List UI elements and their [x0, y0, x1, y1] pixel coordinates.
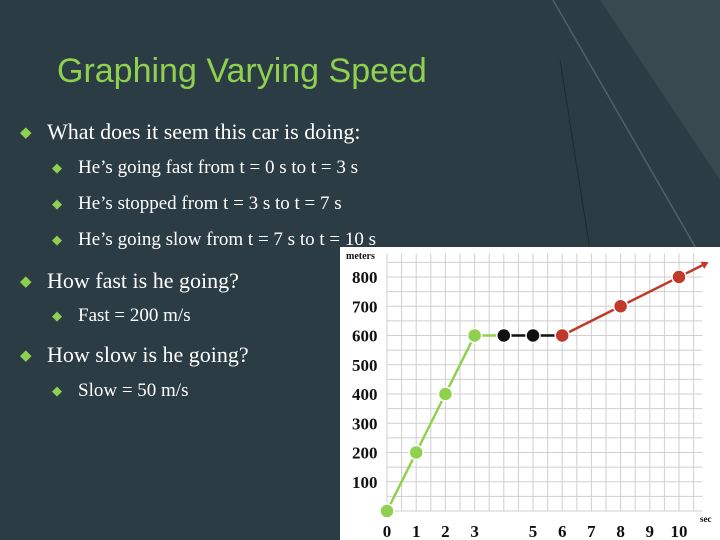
diamond-bullet-icon: ◆	[20, 274, 32, 290]
series-line	[444, 334, 476, 395]
x-axis-label: sec	[700, 514, 712, 524]
bullet-text: He’s going slow from t = 7 s to t = 10 s	[78, 229, 376, 250]
data-point	[554, 327, 570, 344]
data-point	[612, 298, 629, 314]
arrow-head-icon	[700, 261, 709, 269]
data-point	[379, 503, 395, 519]
data-point	[408, 444, 424, 461]
y-tick-label: 400	[352, 385, 378, 404]
bullet-item: ◆ How slow is he going?	[20, 342, 249, 368]
x-tick-label: 0	[383, 522, 392, 540]
x-tick-label: 9	[646, 522, 655, 540]
bullet-text: What does it seem this car is doing:	[47, 119, 361, 144]
x-tick-label: 7	[587, 522, 596, 540]
data-point	[466, 327, 483, 344]
bullet-item: ◆ He’s going slow from t = 7 s to t = 10 …	[52, 229, 376, 251]
series-line	[415, 393, 447, 454]
chart-panel: 100 200 300 400 500 600 700 800 0 1 2 3 5 6 7 8 9 10 meter…	[340, 247, 720, 540]
data-point	[496, 327, 512, 344]
x-tick-label: 6	[558, 522, 567, 540]
chart-labels: 100 200 300 400 500 600 700 800 0 1 2 3 5 6 7 8 9 10 meter…	[346, 251, 712, 540]
diamond-bullet-icon: ◆	[52, 308, 62, 323]
diamond-bullet-icon: ◆	[20, 125, 32, 141]
bullet-text: Slow = 50 m/s	[78, 380, 189, 401]
x-tick-label: 1	[412, 522, 421, 540]
diamond-bullet-icon: ◆	[20, 348, 32, 364]
chart-grid	[386, 253, 703, 512]
bullet-item: ◆ He’s going fast from t = 0 s to t = 3 s	[52, 157, 359, 179]
bullet-item: ◆ He’s stopped from t = 3 s to t = 7 s	[52, 193, 342, 215]
data-point	[437, 386, 454, 402]
bullet-text: How slow is he going?	[47, 342, 249, 367]
x-tick-label: 8	[616, 522, 625, 540]
series-line	[561, 305, 622, 337]
bullet-item: ◆ What does it seem this car is doing:	[20, 119, 361, 145]
bullet-item: ◆ How fast is he going?	[20, 268, 239, 294]
data-point	[525, 327, 541, 344]
y-tick-label: 300	[352, 414, 378, 433]
bullet-item: ◆ Fast = 200 m/s	[52, 305, 191, 327]
bullet-item: ◆ Slow = 50 m/s	[52, 380, 189, 402]
y-tick-label: 700	[352, 297, 378, 316]
bullet-text: He’s stopped from t = 3 s to t = 7 s	[78, 193, 342, 214]
slide-title: Graphing Varying Speed	[57, 52, 427, 90]
chart-points	[379, 269, 687, 519]
y-tick-label: 200	[352, 444, 378, 463]
diamond-bullet-icon: ◆	[52, 160, 62, 175]
y-tick-label: 800	[352, 268, 378, 287]
y-tick-label: 500	[352, 356, 378, 375]
series-line	[385, 451, 418, 512]
x-tick-label: 5	[529, 522, 538, 540]
data-point	[671, 269, 687, 285]
diamond-bullet-icon: ◆	[52, 196, 62, 211]
bullet-text: Fast = 200 m/s	[78, 305, 191, 326]
x-tick-label: 10	[671, 522, 688, 540]
bullet-text: He’s going fast from t = 0 s to t = 3 s	[78, 157, 359, 178]
y-tick-label: 100	[352, 473, 378, 492]
y-axis-label: meters	[346, 251, 375, 262]
diamond-bullet-icon: ◆	[52, 232, 62, 247]
y-tick-label: 600	[352, 327, 378, 346]
series-line	[620, 275, 680, 308]
bullet-text: How fast is he going?	[47, 268, 239, 293]
distance-time-chart: 100 200 300 400 500 600 700 800 0 1 2 3 5 6 7 8 9 10 meter…	[346, 251, 712, 540]
x-tick-label: 2	[441, 522, 450, 540]
x-tick-label: 3	[470, 522, 479, 540]
diamond-bullet-icon: ◆	[52, 383, 62, 398]
